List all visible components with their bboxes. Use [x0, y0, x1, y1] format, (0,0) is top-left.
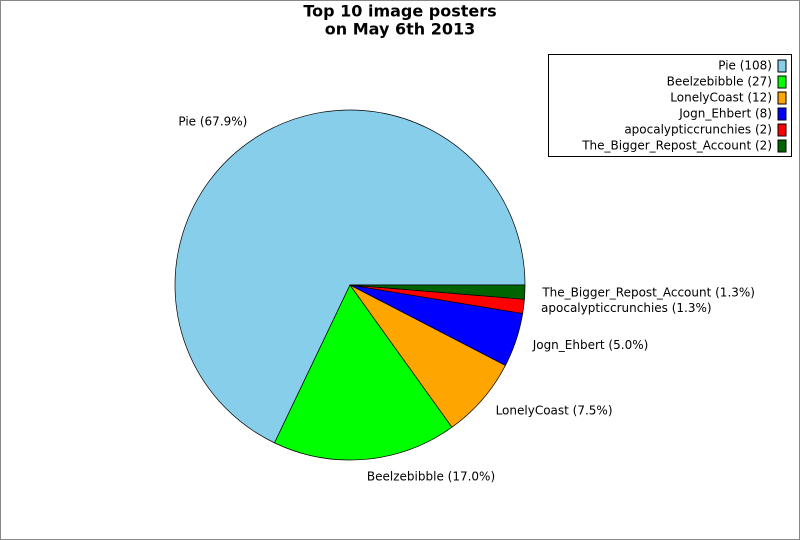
- slice-label: Pie (67.9%): [178, 115, 247, 129]
- legend-label: The_Bigger_Repost_Account (2): [581, 139, 772, 153]
- legend-label: Jogn_Ehbert (8): [678, 107, 772, 121]
- pie-slice: [349, 284, 526, 300]
- chart-subtitle: on May 6th 2013: [325, 20, 475, 39]
- slice-label: Beelzebibble (17.0%): [367, 469, 495, 483]
- legend-swatch: [777, 139, 787, 153]
- legend-swatch: [777, 91, 787, 105]
- chart-title: Top 10 image posters: [303, 2, 496, 21]
- slice-label: Jogn_Ehbert (5.0%): [532, 338, 649, 352]
- slice-label: The_Bigger_Repost_Account (1.3%): [541, 285, 755, 299]
- legend-swatch: [777, 107, 787, 121]
- legend-swatch: [777, 123, 787, 137]
- legend-label: LonelyCoast (12): [670, 91, 772, 105]
- legend-label: Beelzebibble (27): [667, 75, 772, 89]
- legend-box: [548, 54, 792, 157]
- legend-swatch: [777, 59, 787, 73]
- legend-label: Pie (108): [718, 59, 772, 73]
- legend-swatch: [777, 75, 787, 89]
- pie-slice: [174, 109, 526, 444]
- slice-label: LonelyCoast (7.5%): [496, 403, 613, 417]
- slice-label: apocalypticcrunchies (1.3%): [541, 301, 712, 315]
- pie-slice: [274, 284, 453, 461]
- legend-label: apocalypticcrunchies (2): [624, 123, 772, 137]
